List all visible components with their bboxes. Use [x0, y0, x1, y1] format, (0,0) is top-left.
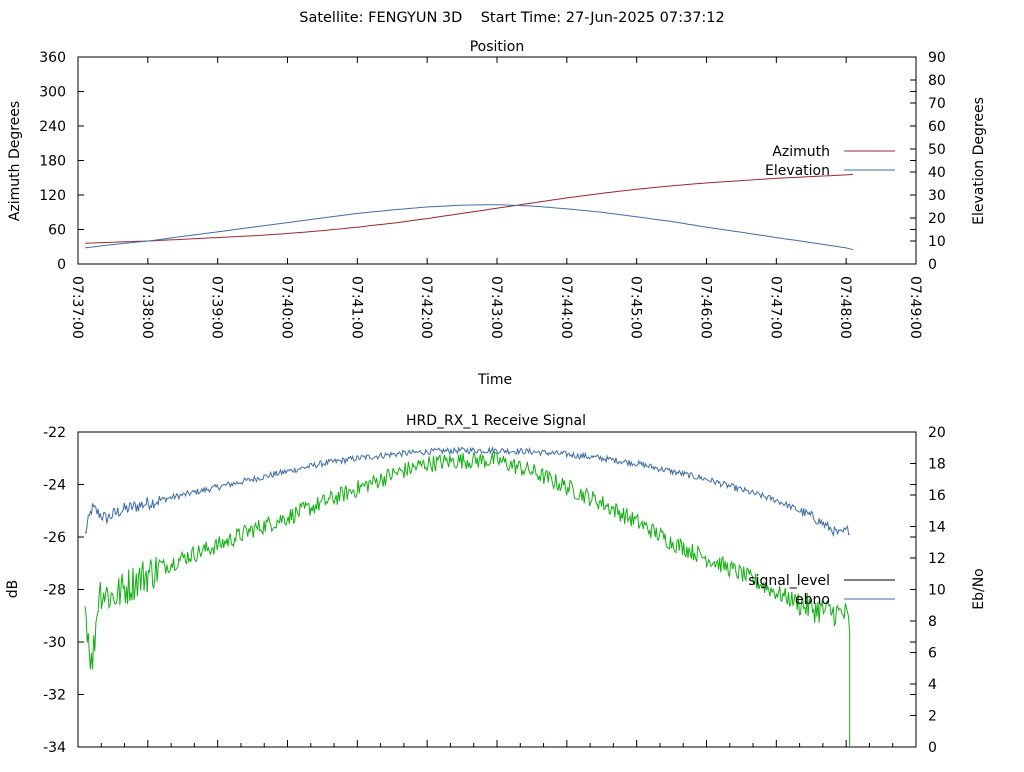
x-tick-label: 07:38:00 [139, 276, 155, 339]
y2-tick-label: 8 [928, 614, 937, 630]
y-tick-label: -22 [43, 425, 66, 441]
x-tick-label: 07:41:00 [348, 276, 364, 339]
signal-chart-title: HRD_RX_1 Receive Signal [406, 413, 586, 429]
y2-tick-label: 10 [928, 583, 946, 599]
y2-tick-label: 12 [928, 551, 946, 567]
x-tick-label: 07:49:00 [907, 276, 923, 339]
y2-tick-label: 90 [928, 50, 946, 66]
y-tick-label: 360 [39, 50, 66, 66]
position-series [84, 173, 854, 251]
position-plot-frame [77, 56, 917, 265]
y2-tick-label: 80 [928, 73, 946, 89]
azimuth-axis-label: Azimuth Degrees [7, 101, 23, 221]
ebno-axis: 0 2 4 6 8 10 12 14 16 18 20 [910, 425, 946, 756]
position-legend: Azimuth Elevation [765, 144, 895, 179]
position-chart: Position 0 60 120 180 240 300 360 0 10 20 30 40 50 6… [7, 39, 987, 388]
series-line-elevation [84, 204, 854, 251]
y2-tick-label: 70 [928, 96, 946, 112]
y-tick-label: -24 [43, 478, 66, 494]
x-tick-label: 07:42:00 [418, 276, 434, 339]
legend-label-elevation: Elevation [765, 163, 830, 179]
x-tick-label: 07:47:00 [767, 276, 783, 339]
y-tick-label: 120 [39, 188, 66, 204]
y2-tick-label: 18 [928, 457, 946, 473]
y2-tick-label: 20 [928, 211, 946, 227]
x-tick-label: 07:48:00 [837, 276, 853, 339]
x-tick-label: 07:37:00 [69, 276, 85, 339]
x-tick-label: 07:40:00 [279, 276, 295, 339]
db-axis-label: dB [5, 580, 21, 599]
elevation-axis: 0 10 20 30 40 50 60 70 80 90 [910, 50, 946, 273]
y2-tick-label: 2 [928, 709, 937, 725]
elevation-axis-label: Elevation Degrees [971, 97, 987, 225]
y2-tick-label: 0 [928, 257, 937, 273]
y-tick-label: -30 [43, 635, 66, 651]
y2-tick-label: 50 [928, 142, 946, 158]
legend-label-ebno: ebno [795, 592, 830, 608]
ebno-axis-label: Eb/No [971, 568, 987, 610]
x-tick-label: 07:39:00 [209, 276, 225, 339]
y2-tick-label: 10 [928, 234, 946, 250]
azimuth-axis: 0 60 120 180 240 300 360 [39, 50, 916, 273]
signal-plot-frame [77, 431, 917, 748]
x-tick-label: 07:44:00 [558, 276, 574, 339]
signal-time-axis [77, 740, 917, 747]
y-tick-label: 0 [57, 257, 66, 273]
y-tick-label: 60 [48, 223, 66, 239]
signal-chart: HRD_RX_1 Receive Signal -34 -32 -30 -28 -26 -… [5, 413, 987, 756]
time-axis-label: Time [477, 372, 512, 388]
x-tick-label: 07:43:00 [488, 276, 504, 339]
legend-label-azimuth: Azimuth [772, 144, 830, 160]
y-tick-label: 240 [39, 119, 66, 135]
x-tick-label: 07:46:00 [698, 276, 714, 339]
y2-tick-label: 14 [928, 520, 946, 536]
y-tick-label: -26 [43, 530, 66, 546]
y-tick-label: -32 [43, 688, 66, 704]
time-axis: 07:37:00 07:38:00 07:39:00 07:40:00 07:41:00… [69, 57, 923, 339]
signal-legend: signal_level ebno [748, 573, 895, 608]
y-tick-label: 180 [39, 154, 66, 170]
series-line-signal-level [84, 445, 850, 538]
legend-label-signal-level: signal_level [748, 573, 830, 589]
y-tick-label: -28 [43, 583, 66, 599]
page-title: Satellite: FENGYUN 3D Start Time: 27-Jun… [299, 10, 725, 26]
y-tick-label: 300 [39, 85, 66, 101]
y2-tick-label: 0 [928, 740, 937, 756]
y2-tick-label: 60 [928, 119, 946, 135]
position-chart-title: Position [470, 39, 525, 55]
series-line-azimuth [84, 173, 854, 244]
y2-tick-label: 30 [928, 188, 946, 204]
series-line-ebno [84, 451, 851, 747]
signal-series [84, 445, 851, 747]
y-tick-label: -34 [43, 740, 66, 756]
y2-tick-label: 20 [928, 425, 946, 441]
y2-tick-label: 16 [928, 488, 946, 504]
y2-tick-label: 40 [928, 165, 946, 181]
y2-tick-label: 6 [928, 646, 937, 662]
y2-tick-label: 4 [928, 677, 937, 693]
x-tick-label: 07:45:00 [628, 276, 644, 339]
